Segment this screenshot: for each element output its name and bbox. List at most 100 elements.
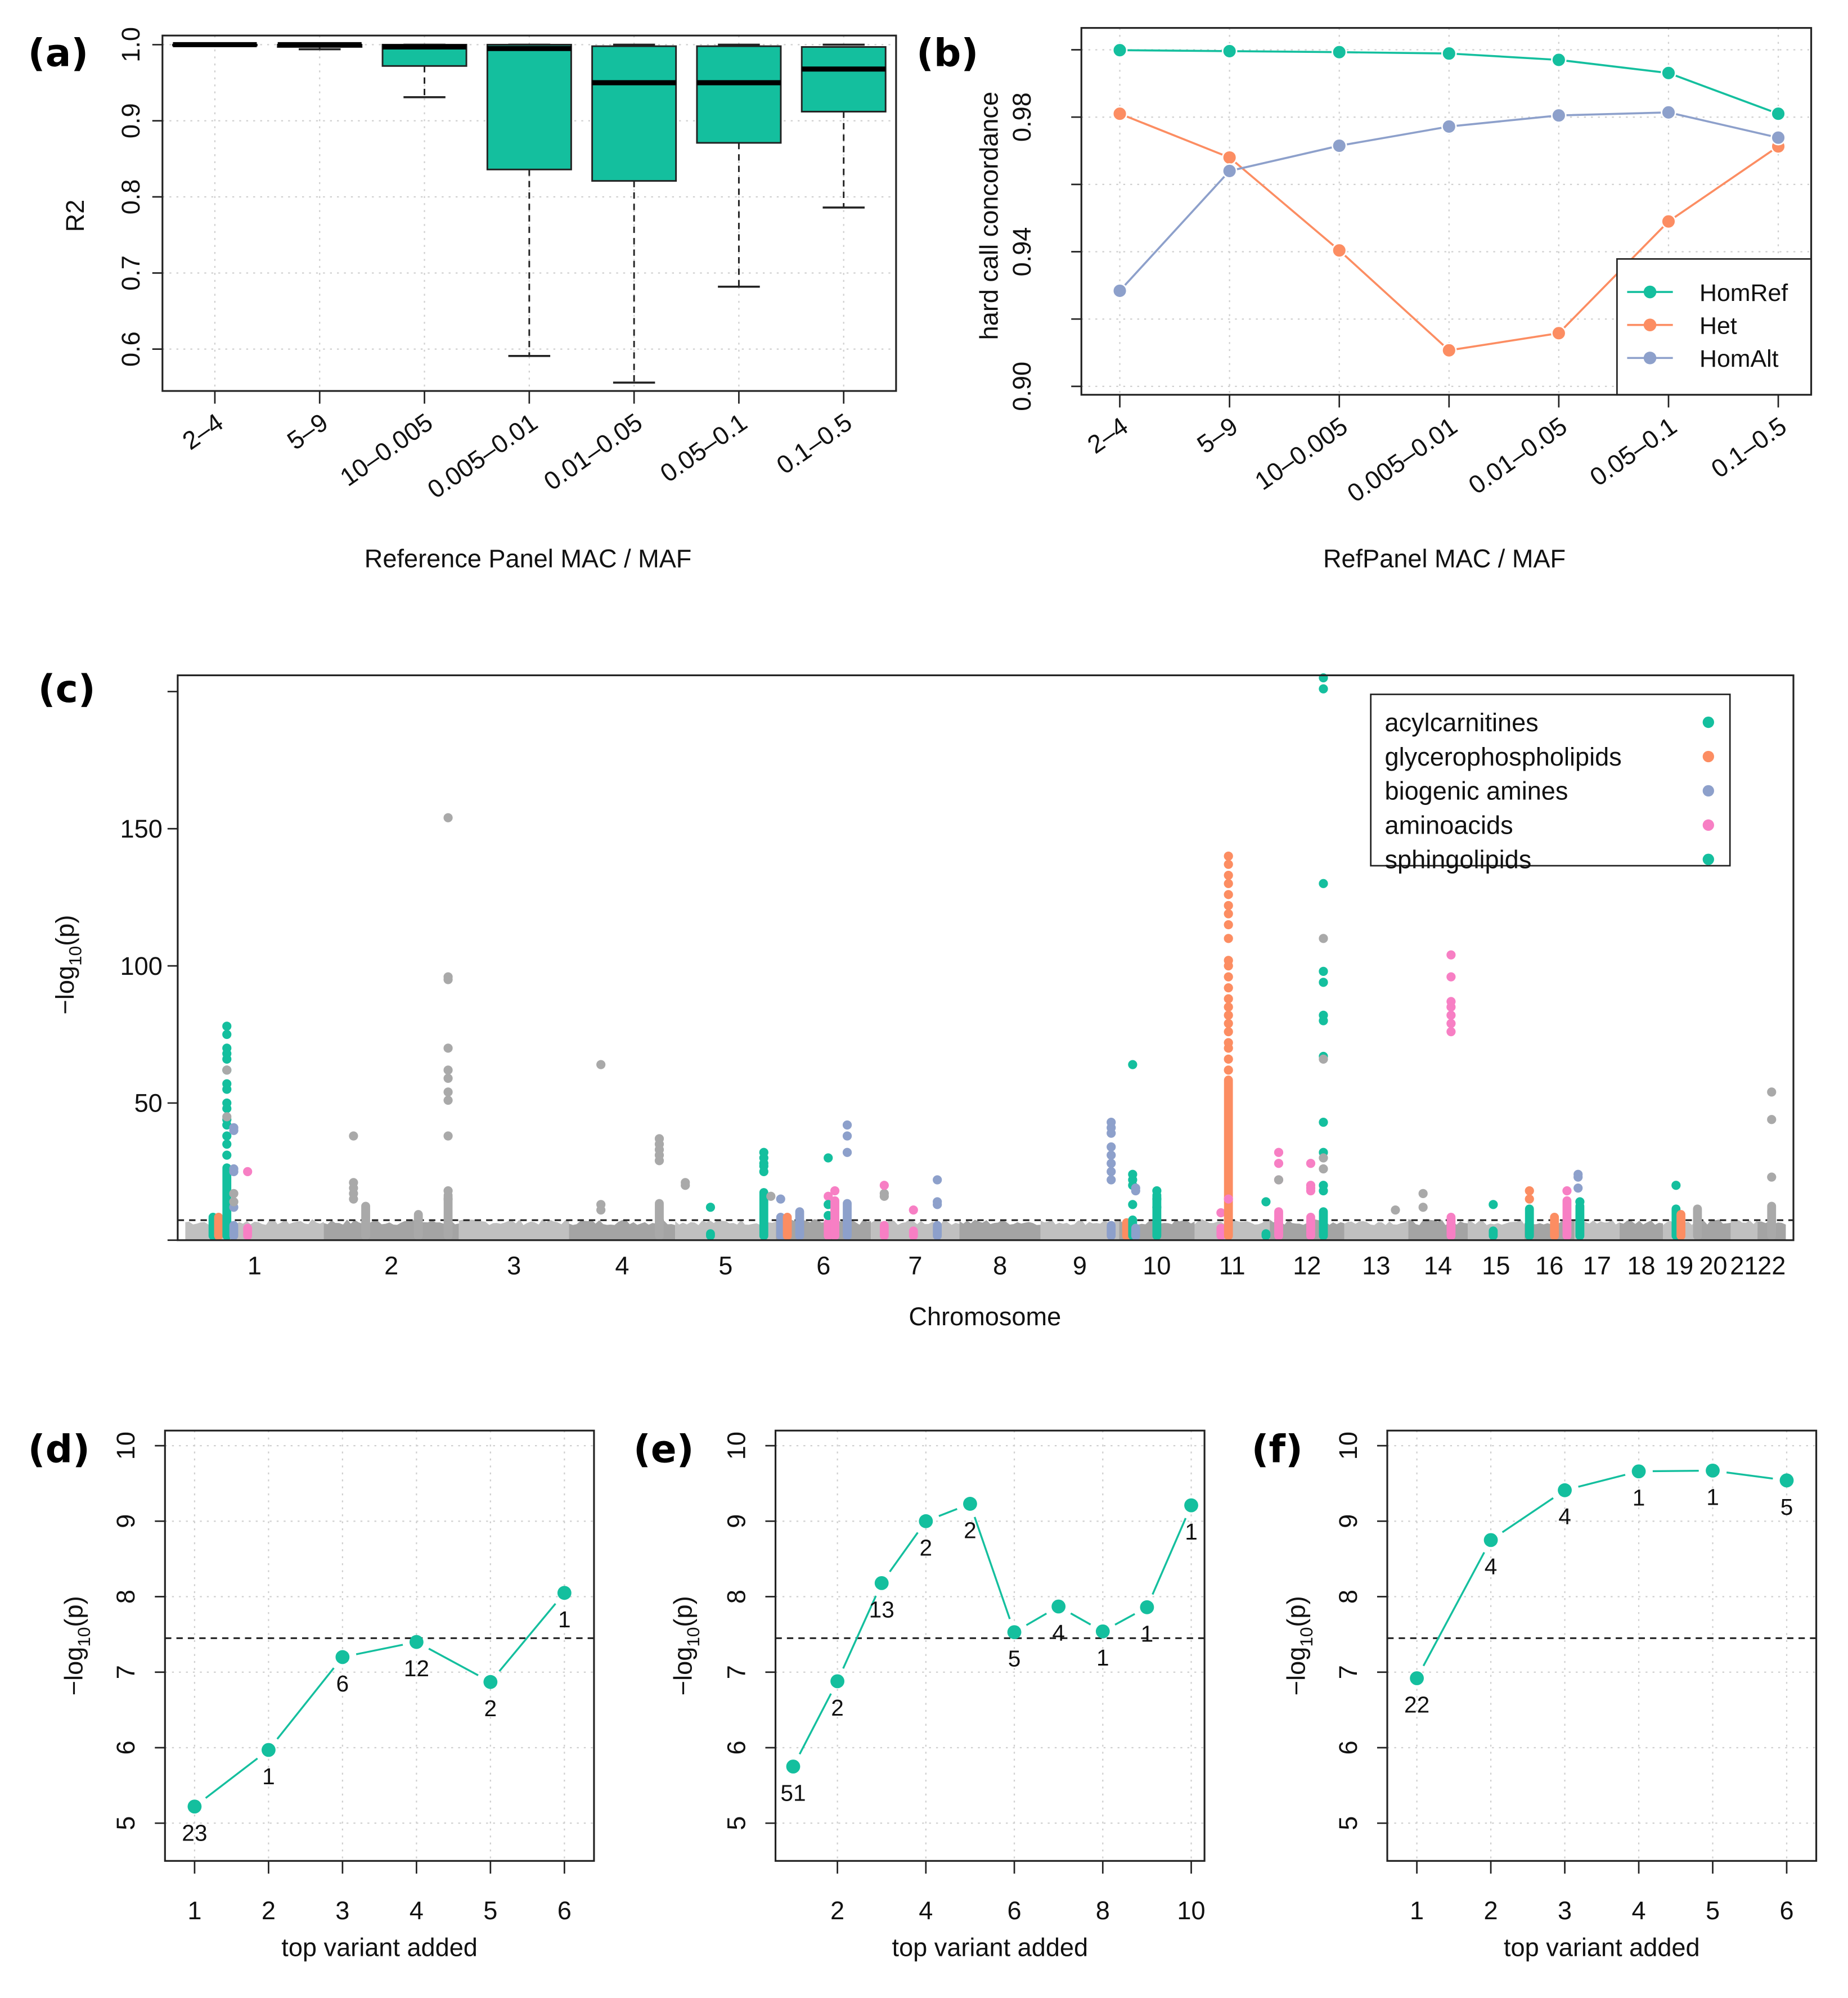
box-3 (381, 43, 467, 98)
box-iqr (801, 46, 887, 112)
snp-point (1107, 1128, 1116, 1138)
snp-point (596, 1060, 606, 1069)
data-point (1631, 1464, 1646, 1479)
series-segment (798, 1693, 832, 1755)
series-segment (973, 1516, 1011, 1619)
legend-label: acylcarnitines (1384, 708, 1538, 737)
peak-column (655, 1199, 664, 1240)
peak-column (1131, 1223, 1140, 1240)
ytick-label: 7 (1334, 1665, 1363, 1679)
snp-point (1224, 961, 1233, 971)
peak-chr1 (243, 1167, 253, 1240)
peak-chr2 (413, 1210, 423, 1240)
snp-point (1319, 978, 1328, 987)
ytick-label: 8 (1334, 1590, 1363, 1604)
xtick-label: 4 (410, 1896, 424, 1925)
xtick-label: 6 (816, 1252, 830, 1280)
peak-column (1107, 1221, 1116, 1240)
chromosome-band-5 (675, 1219, 776, 1240)
snp-point (1224, 1194, 1233, 1204)
series-segment (938, 1508, 957, 1517)
panel-c-manhattan: (c) −log10(p) Chromosome 1 2 3 4 5 6 7 8 9 10 11 12… (38, 667, 1795, 1331)
snp-point (443, 1186, 453, 1196)
data-point (1331, 242, 1347, 258)
snp-point (443, 1043, 453, 1053)
peak-chr6 (783, 1213, 792, 1240)
chromosome-band-1 (185, 1219, 324, 1240)
ytick-label: 5 (722, 1816, 750, 1830)
snp-point (933, 1200, 942, 1209)
legend-box (1370, 694, 1731, 867)
ytick-label: 150 (120, 814, 163, 843)
data-point (1661, 105, 1676, 120)
xtick-label: 2–4 (177, 408, 228, 456)
snp-point (909, 1205, 918, 1215)
legend-marker (1702, 819, 1714, 831)
snp-point (1446, 1019, 1456, 1028)
chromosome-band-2 (323, 1219, 459, 1240)
snp-point (443, 975, 453, 984)
xtick-label: 6 (1008, 1896, 1022, 1925)
panel-b-label: (b) (916, 30, 978, 75)
series-segment (1578, 1474, 1626, 1488)
snp-point (1128, 1060, 1137, 1069)
y-axis-title: −log10(p) (1282, 1596, 1316, 1695)
box-1 (172, 42, 258, 47)
snp-point (1107, 1159, 1116, 1168)
series-segment (889, 1532, 919, 1573)
plot-frame (774, 1429, 1206, 1862)
peak-chr16 (1550, 1213, 1559, 1240)
chromosome-band-4 (569, 1220, 676, 1240)
panel-b-ylabel: hard call concordance (974, 92, 1003, 340)
ytick-label: 6 (722, 1740, 750, 1754)
snp-point (443, 1073, 453, 1083)
xtick-label: 2 (262, 1896, 276, 1925)
snp-point (1446, 1010, 1456, 1020)
series-segment (1422, 1551, 1485, 1667)
peaks (208, 673, 1777, 1240)
ytick-label: 6 (1334, 1740, 1363, 1754)
snp-point (933, 1175, 942, 1185)
data-point (187, 1799, 202, 1814)
data-point (786, 1760, 801, 1774)
snp-point (222, 1139, 232, 1149)
legend-label: glycerophospholipids (1384, 742, 1621, 771)
svg-text:−log10(p): −log10(p) (51, 915, 86, 1015)
xtick-label: 13 (1362, 1252, 1390, 1280)
snp-point (229, 1189, 239, 1198)
snp-point (1575, 1197, 1585, 1207)
peak-column (1575, 1202, 1585, 1240)
snp-point (443, 813, 453, 822)
peak-column (1306, 1213, 1315, 1240)
data-point (557, 1586, 572, 1600)
snp-point (1224, 1027, 1233, 1037)
data-point (261, 1743, 276, 1757)
snp-point (1152, 1203, 1162, 1212)
snp-point (1224, 934, 1233, 943)
xtick-label: 4 (615, 1252, 629, 1280)
snp-point (1418, 1203, 1428, 1212)
data-point (483, 1675, 498, 1689)
peak-column (243, 1223, 253, 1240)
peak-column (933, 1221, 942, 1240)
peak-column (1767, 1202, 1777, 1240)
point-label: 1 (1633, 1485, 1645, 1511)
peak-chr10 (1152, 1186, 1162, 1240)
series-het (1112, 106, 1786, 358)
snp-point (1391, 1205, 1400, 1215)
ytick-label: 100 (120, 952, 163, 980)
xtick-label: 0.1–0.5 (1706, 411, 1792, 483)
data-point (1441, 343, 1457, 358)
panel-c-xlabel: Chromosome (909, 1302, 1061, 1331)
ytick-label: 50 (134, 1089, 163, 1118)
x-axis-title: top variant added (281, 1933, 478, 1962)
ytick-label: 0.90 (1008, 362, 1036, 411)
peak-column (706, 1229, 715, 1240)
box-2 (277, 42, 363, 51)
box-iqr (486, 43, 572, 170)
peak-chr11 (1224, 1194, 1233, 1204)
xtick-label: 19 (1665, 1252, 1693, 1280)
series-segment (1152, 1518, 1187, 1595)
